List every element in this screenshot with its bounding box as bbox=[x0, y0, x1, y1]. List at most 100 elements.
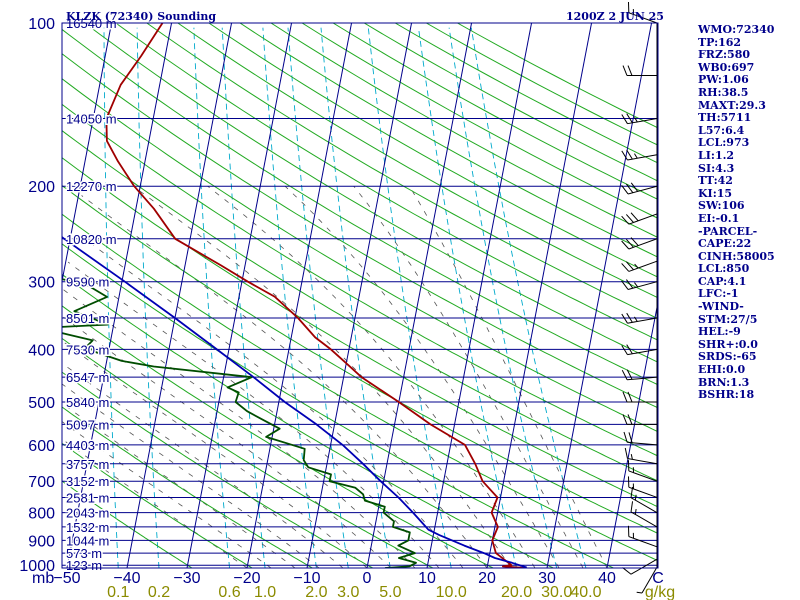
barb-flag-full bbox=[621, 114, 628, 124]
barb-flag-full bbox=[626, 113, 633, 124]
barb-flag-full bbox=[621, 313, 628, 324]
dry-adiabat bbox=[62, 337, 434, 568]
moist-adiabat bbox=[62, 421, 272, 568]
dry-adiabat bbox=[62, 305, 495, 568]
index-item: CAP:4.1 bbox=[698, 274, 747, 288]
isotherm bbox=[126, 23, 233, 568]
mixing-ratio-line bbox=[221, 27, 266, 568]
barb-flag-full bbox=[623, 431, 628, 443]
index-item: SHR+:0.0 bbox=[698, 337, 758, 351]
temperature-tick-label: 10 bbox=[418, 570, 436, 587]
index-item: STM:27/5 bbox=[698, 312, 758, 326]
index-item: LCL:973 bbox=[698, 136, 750, 150]
wind-barb bbox=[621, 212, 658, 225]
temperature-tick-label: −50 bbox=[53, 570, 80, 587]
height-label: 3152 m bbox=[66, 474, 109, 489]
barb-flag-half bbox=[634, 316, 638, 322]
wind-barb bbox=[621, 369, 658, 381]
wind-barb bbox=[630, 501, 658, 528]
wind-barb bbox=[627, 476, 658, 498]
isotherm bbox=[62, 23, 113, 284]
height-label: 14050 m bbox=[66, 111, 117, 126]
wind-barb bbox=[621, 312, 658, 324]
mixing-ratio-label: 0.2 bbox=[148, 584, 170, 600]
wind-barb bbox=[621, 279, 658, 290]
barb-flag-half bbox=[634, 153, 638, 159]
height-label: 5097 m bbox=[66, 417, 109, 432]
index-item: TH:5711 bbox=[698, 111, 752, 125]
mixing-ratio-lines bbox=[103, 27, 587, 568]
mixing-ratio-label: 5.0 bbox=[379, 584, 401, 600]
pressure-tick-label: 700 bbox=[28, 474, 55, 491]
index-item: WMO:72340 bbox=[698, 23, 775, 36]
pressure-axis-unit: mb bbox=[32, 570, 54, 587]
height-label: 8501 m bbox=[66, 311, 109, 326]
mixing-ratio-label: 0.6 bbox=[218, 584, 240, 600]
index-item: SRDS:-65 bbox=[698, 350, 757, 364]
pressure-tick-label: 800 bbox=[28, 506, 55, 523]
isotherm bbox=[486, 23, 593, 568]
barb-flag-full bbox=[622, 414, 628, 425]
barb-staff bbox=[630, 558, 658, 575]
wind-barb bbox=[621, 344, 658, 356]
wind-barb bbox=[622, 65, 657, 77]
dry-adiabat bbox=[239, 23, 658, 258]
mixing-ratio-label: 20.0 bbox=[501, 584, 532, 600]
moist-adiabat bbox=[207, 185, 536, 568]
temperature-tick-label: −40 bbox=[113, 570, 140, 587]
barb-flag-full bbox=[625, 279, 634, 289]
isotherm bbox=[366, 23, 473, 568]
temperature-tick-label: 30 bbox=[538, 570, 556, 587]
mixing-ratio-label: 2.0 bbox=[305, 584, 327, 600]
dry-adiabat bbox=[62, 28, 658, 386]
wind-barb bbox=[623, 431, 658, 446]
index-item: CINH:58005 bbox=[698, 249, 775, 263]
temperature-tick-label: 0 bbox=[363, 570, 372, 587]
mixing-ratio-line bbox=[136, 27, 160, 568]
isotherm bbox=[426, 23, 533, 568]
isotherm bbox=[66, 23, 173, 568]
mixing-ratio-label: 0.1 bbox=[107, 584, 129, 600]
dry-adiabat bbox=[62, 406, 314, 568]
barb-flag-half bbox=[630, 454, 633, 460]
dry-adiabat bbox=[62, 53, 658, 409]
dry-adiabat bbox=[115, 23, 658, 341]
temperature-trace bbox=[105, 23, 527, 568]
pressure-tick-label: 300 bbox=[28, 275, 55, 292]
index-item: PW:1.06 bbox=[698, 73, 749, 87]
barb-flag-full bbox=[622, 391, 628, 403]
height-label: 1532 m bbox=[66, 520, 109, 535]
isobars bbox=[62, 22, 658, 566]
dry-adiabat bbox=[84, 23, 658, 363]
wind-barb bbox=[622, 391, 657, 403]
barb-flag-full bbox=[625, 261, 634, 271]
height-label: 3757 m bbox=[66, 457, 109, 472]
index-item: FRZ:580 bbox=[698, 48, 751, 62]
mixing-ratio-line bbox=[262, 27, 317, 568]
barb-flag-full bbox=[625, 183, 634, 193]
pressure-tick-label: 600 bbox=[28, 438, 55, 455]
dry-adiabat bbox=[62, 273, 555, 568]
isotherm bbox=[306, 23, 413, 568]
barb-flag-full bbox=[626, 344, 633, 355]
barb-staff bbox=[627, 458, 658, 465]
mixing-ratio-line bbox=[448, 27, 558, 568]
wind-barb bbox=[627, 525, 658, 548]
pressure-tick-label: 100 bbox=[28, 16, 55, 33]
mixing-ratio-label: 40.0 bbox=[570, 584, 601, 600]
wind-barbs bbox=[621, 1, 658, 594]
temperature-tick-label: 20 bbox=[478, 570, 496, 587]
index-item: CAPE:22 bbox=[698, 237, 752, 251]
height-label: 123 m bbox=[66, 558, 102, 573]
mixing-ratio-line bbox=[367, 27, 452, 568]
dry-adiabat bbox=[62, 371, 374, 568]
mixing-ratio-line bbox=[287, 27, 349, 568]
index-item: KI:15 bbox=[698, 186, 733, 200]
barb-flag-half bbox=[634, 282, 639, 288]
moist-adiabat bbox=[284, 185, 560, 568]
index-item: TP:162 bbox=[698, 35, 742, 49]
height-label: 2043 m bbox=[66, 506, 109, 521]
wind-barb bbox=[621, 237, 658, 250]
barb-flag-full bbox=[630, 182, 639, 192]
